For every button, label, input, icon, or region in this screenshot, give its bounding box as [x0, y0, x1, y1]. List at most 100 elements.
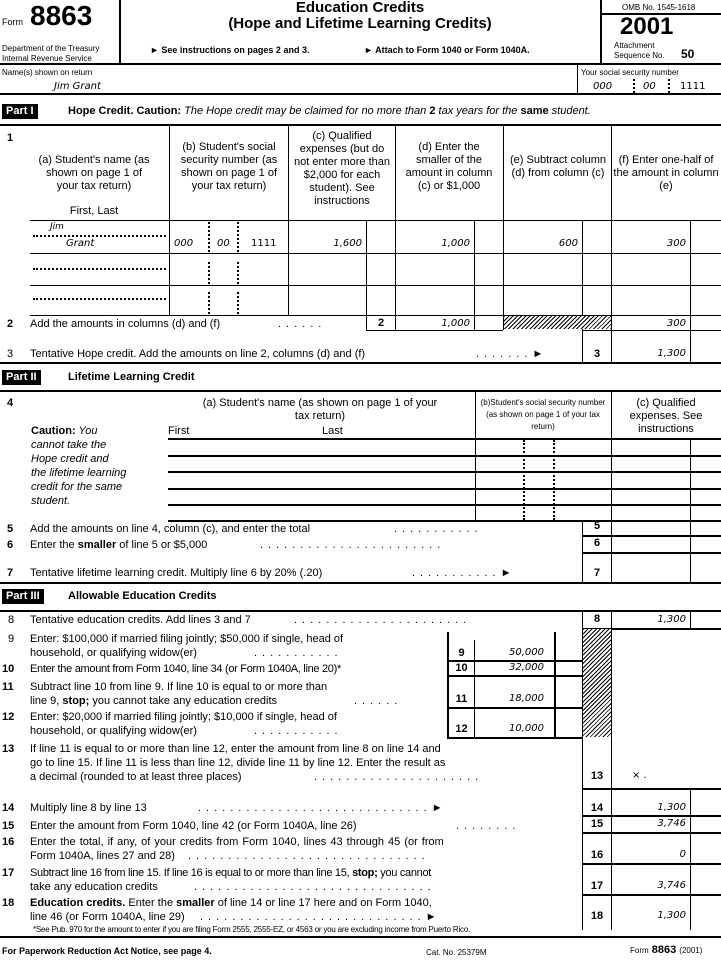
line-8-number: 8 — [8, 614, 15, 626]
line-16-number: 16 — [2, 836, 15, 848]
form-subtitle: (Hope and Lifetime Learning Credits) — [228, 15, 492, 32]
col-e-header: (e) Subtract column (d) from column (c) — [510, 154, 606, 179]
line-17-value[interactable]: 3,746 — [657, 880, 686, 891]
line-16-value[interactable]: 0 — [679, 849, 686, 860]
line-9-text-1: Enter: $100,000 if married filing jointl… — [30, 633, 344, 645]
p2-last-label: Last — [322, 425, 343, 437]
line-2-text: Add the amounts in columns (d) and (f) — [30, 318, 221, 330]
hatched-area — [583, 629, 611, 737]
paperwork-notice: For Paperwork Reduction Act Notice, see … — [2, 946, 212, 956]
line-13-box: 13 — [590, 770, 604, 782]
line-7-text: Tentative lifetime learning credit. Mult… — [30, 567, 323, 579]
line-14-value[interactable]: 1,300 — [657, 802, 686, 813]
ssn-part-3[interactable]: 1111 — [680, 81, 706, 92]
col-a-sub: First, Last — [69, 205, 119, 217]
line-16-text-1: Enter the total, if any, of your credits… — [30, 836, 444, 848]
line-14-text: Multiply line 8 by line 13 — [30, 802, 147, 814]
part-2-label: Part II — [2, 370, 41, 385]
line-15-value[interactable]: 3,746 — [657, 818, 686, 829]
part-2-title: Lifetime Learning Credit — [68, 371, 195, 383]
footnote: *See Pub. 970 for the amount to enter if… — [33, 925, 471, 934]
line-11-value[interactable]: 18,000 — [509, 693, 544, 704]
line-12-text-2: household, or qualifying widow(er) — [30, 725, 197, 737]
line-13-text-2: go to line 15. If line 11 is less than l… — [30, 757, 446, 769]
ssn-part-2[interactable]: 00 — [643, 81, 656, 92]
line-5-box: 5 — [593, 520, 601, 532]
line-12-box: 12 — [455, 723, 468, 735]
line-8-box: 8 — [593, 613, 601, 625]
line-14-number: 14 — [2, 802, 15, 814]
line-3-number: 3 — [7, 348, 14, 360]
catalog-number: Cat. No. 25379M — [426, 948, 487, 957]
part-2-caution: Caution: You cannot take the Hope credit … — [31, 425, 127, 507]
footer-form-id: Form 8863 (2001) — [630, 944, 703, 956]
line-18-number: 18 — [2, 897, 15, 909]
line-2-col-f[interactable]: 300 — [666, 318, 686, 329]
line-3-text: Tentative Hope credit. Add the amounts o… — [30, 348, 366, 360]
p2-first-label: First — [168, 425, 190, 437]
student-ssn-1[interactable]: 000 — [174, 238, 194, 249]
p2-col-a-header: (a) Student's name (as shown on page 1 o… — [202, 397, 438, 422]
line-9-box: 9 — [458, 647, 465, 659]
col-d-header: (d) Enter the smaller of the amount in c… — [405, 141, 493, 192]
line-2-box: 2 — [377, 317, 385, 329]
line-16-box: 16 — [590, 849, 604, 861]
line-12-number: 12 — [2, 711, 15, 723]
line-13-value[interactable]: × . — [632, 770, 647, 781]
part-3-label: Part III — [2, 589, 44, 604]
line-6-number: 6 — [7, 539, 14, 551]
line-18-value[interactable]: 1,300 — [657, 910, 686, 921]
line-8-value[interactable]: 1,300 — [657, 614, 686, 625]
student-col-f[interactable]: 300 — [666, 238, 686, 249]
line-10-box: 10 — [455, 662, 468, 674]
taxpayer-name[interactable]: Jim Grant — [54, 81, 101, 92]
line-17-text-1: Subtract line 16 from line 15. If line 1… — [30, 867, 432, 879]
line-8-text: Tentative education credits. Add lines 3… — [30, 614, 251, 626]
student-col-d[interactable]: 1,000 — [441, 238, 470, 249]
line-11-text-1: Subtract line 10 from line 9. If line 10… — [30, 681, 328, 693]
line-9-value[interactable]: 50,000 — [509, 647, 544, 658]
line-7-number: 7 — [7, 567, 14, 579]
part-3-title: Allowable Education Credits — [68, 590, 217, 602]
line-11-number: 11 — [2, 681, 14, 693]
line-18-text-2: line 46 (or Form 1040A, line 29) — [30, 911, 185, 923]
attachment-label: Attachment — [614, 41, 655, 50]
part-1-label: Part I — [2, 104, 38, 119]
line-2-col-d[interactable]: 1,000 — [441, 318, 470, 329]
line-3-value[interactable]: 1,300 — [657, 348, 686, 359]
ssn-part-1[interactable]: 000 — [593, 81, 613, 92]
student-ssn-2[interactable]: 00 — [217, 238, 230, 249]
line-7-box: 7 — [593, 567, 601, 579]
student-ssn-3[interactable]: 1111 — [251, 238, 277, 249]
p2-col-b-header: (b)Student's social security number (as … — [480, 398, 606, 431]
line-9-number: 9 — [8, 633, 15, 645]
line-11-box: 11 — [455, 693, 468, 705]
line-12-text-1: Enter: $20,000 if married filing jointly… — [30, 711, 337, 723]
tax-year: 2001 — [620, 13, 674, 40]
line-10-value[interactable]: 32,000 — [509, 662, 544, 673]
line-12-value[interactable]: 10,000 — [509, 723, 544, 734]
line-3-box: 3 — [593, 348, 601, 360]
name-label: Name(s) shown on return — [2, 68, 93, 77]
line-6-text: Enter the smaller of line 5 or $5,000 — [30, 539, 208, 551]
p2-col-c-header: (c) Qualified expenses. See instructions — [629, 397, 703, 435]
ssn-label: Your social security number — [581, 68, 679, 77]
line-4-number: 4 — [7, 397, 14, 409]
student-first-name[interactable]: Jim — [50, 222, 64, 232]
line-15-number: 15 — [2, 820, 15, 832]
irs-label: Internal Revenue Service — [2, 54, 92, 63]
line-15-text: Enter the amount from Form 1040, line 42… — [30, 820, 357, 832]
hatched-area — [504, 316, 611, 329]
student-qualified-expenses[interactable]: 1,600 — [333, 238, 362, 249]
col-a-header: (a) Student's name (as shown on page 1 o… — [38, 154, 150, 192]
line-15-box: 15 — [590, 818, 604, 830]
student-last-name[interactable]: Grant — [66, 238, 95, 249]
line-1-number: 1 — [7, 132, 14, 144]
line-11-text-2: line 9, stop; you cannot take any educat… — [30, 695, 278, 707]
line-13-number: 13 — [2, 743, 15, 755]
line-10-text: Enter the amount from Form 1040, line 34… — [30, 663, 341, 675]
student-col-e[interactable]: 600 — [558, 238, 578, 249]
part-1-heading: Hope Credit. Caution: The Hope credit ma… — [68, 105, 591, 117]
line-13-text-3: a decimal (rounded to at least three pla… — [30, 771, 242, 783]
